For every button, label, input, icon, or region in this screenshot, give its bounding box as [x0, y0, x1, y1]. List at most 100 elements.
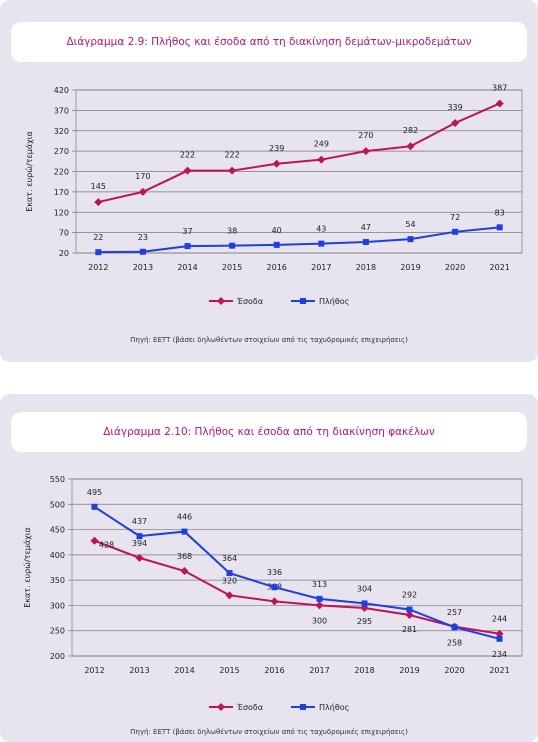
x-tick-label: 2014	[174, 666, 194, 675]
y-tick-label: 320	[54, 127, 69, 136]
chart-title-text: Διάγραμμα 2.10: Πλήθος και έσοδα από τη …	[103, 426, 435, 438]
data-label: 234	[492, 650, 507, 659]
y-tick-label: 200	[50, 652, 65, 661]
data-label: 320	[222, 576, 237, 585]
data-label: 446	[177, 513, 192, 522]
data-label: 40	[272, 226, 282, 235]
series-line-Έσοδα	[98, 102, 501, 204]
x-tick-label: 2017	[309, 666, 329, 675]
series-line-Πλήθος	[93, 505, 500, 640]
x-tick-label: 2015	[222, 263, 242, 272]
data-point-marker	[135, 553, 144, 562]
data-label: 222	[180, 151, 195, 160]
y-tick-label: 120	[54, 208, 69, 217]
data-label: 281	[402, 625, 417, 634]
legend-swatch-marker	[300, 704, 306, 710]
y-tick-label: 250	[50, 627, 65, 636]
data-label: 239	[269, 144, 284, 153]
data-point-marker	[95, 249, 102, 256]
data-point-marker	[90, 536, 99, 545]
x-tick-label: 2020	[445, 263, 465, 272]
data-label: 364	[222, 554, 237, 563]
data-point-marker	[139, 248, 146, 255]
chart-title-2-10: Διάγραμμα 2.10: Πλήθος και έσοδα από τη …	[11, 412, 527, 452]
y-tick-label: 350	[50, 576, 65, 585]
chart-title-text: Διάγραμμα 2.9: Πλήθος και έσοδα από τη δ…	[66, 36, 472, 48]
data-label: 145	[91, 182, 106, 191]
legend-label: Έσοδα	[236, 703, 263, 712]
data-point-marker	[91, 503, 98, 510]
data-point-marker	[184, 243, 191, 250]
data-point-marker	[183, 166, 192, 175]
data-point-marker	[138, 187, 147, 196]
y-tick-label: 420	[54, 86, 69, 95]
data-label: 257	[447, 608, 462, 617]
data-label: 72	[450, 213, 460, 222]
x-tick-label: 2020	[444, 666, 464, 675]
chart-title-2-9: Διάγραμμα 2.9: Πλήθος και έσοδα από τη δ…	[11, 22, 527, 62]
data-label: 282	[403, 126, 418, 135]
legend-label: Έσοδα	[236, 297, 263, 306]
y-tick-label: 370	[54, 106, 69, 115]
data-point-marker	[362, 238, 369, 245]
data-point-marker	[228, 166, 237, 175]
data-label: 23	[138, 233, 148, 242]
x-tick-label: 2016	[264, 666, 284, 675]
data-label: 54	[405, 220, 415, 229]
data-label: 244	[492, 615, 507, 624]
data-label: 249	[314, 140, 329, 149]
data-point-marker	[496, 224, 503, 231]
data-label: 300	[312, 616, 327, 625]
data-label: 222	[224, 151, 239, 160]
series-line-Πλήθος	[98, 226, 500, 254]
x-tick-label: 2012	[88, 263, 108, 272]
y-tick-label: 550	[50, 475, 65, 484]
x-tick-label: 2014	[177, 263, 197, 272]
data-point-marker	[452, 228, 459, 235]
legend-swatch-marker	[217, 297, 225, 305]
data-point-marker	[273, 241, 280, 248]
data-point-marker	[407, 236, 414, 243]
data-label: 83	[495, 208, 505, 217]
data-point-marker	[315, 601, 324, 610]
y-tick-label: 270	[54, 147, 69, 156]
data-label: 394	[132, 539, 147, 548]
y-tick-label: 300	[50, 601, 65, 610]
data-point-marker	[270, 597, 279, 606]
data-label: 292	[402, 590, 417, 599]
data-point-marker	[406, 142, 415, 151]
data-label: 387	[492, 83, 507, 92]
chart-panel-2-10: Διάγραμμα 2.10: Πλήθος και έσοδα από τη …	[0, 394, 538, 742]
y-axis-label: Εκατ. ευρώ/τεμάχια	[24, 131, 34, 211]
y-tick-label: 70	[59, 229, 69, 238]
data-point-marker	[361, 147, 370, 156]
y-tick-label: 500	[50, 500, 65, 509]
chart-panel-2-9: Διάγραμμα 2.9: Πλήθος και έσοδα από τη δ…	[0, 0, 538, 362]
data-point-marker	[361, 600, 368, 607]
data-point-marker	[318, 240, 325, 247]
y-tick-label: 170	[54, 188, 69, 197]
data-label: 336	[267, 568, 282, 577]
data-label: 258	[447, 639, 462, 648]
data-label: 47	[361, 223, 371, 232]
data-label: 304	[357, 584, 372, 593]
data-label: 368	[177, 552, 192, 561]
x-tick-label: 2013	[129, 666, 149, 675]
x-tick-label: 2019	[399, 666, 419, 675]
chart-source-2-9: Πηγή: ΕΕΤΤ (βάσει δηλωθέντων στοιχείων α…	[130, 336, 408, 344]
y-tick-label: 20	[59, 249, 69, 258]
data-label: 495	[87, 488, 102, 497]
data-label: 37	[182, 227, 192, 236]
legend-label: Πλήθος	[319, 297, 349, 306]
data-point-marker	[317, 155, 326, 164]
x-tick-label: 2016	[267, 263, 287, 272]
data-point-marker	[495, 99, 504, 108]
x-tick-label: 2018	[354, 666, 374, 675]
data-label: 43	[316, 225, 326, 234]
data-point-marker	[496, 635, 503, 642]
x-tick-label: 2012	[84, 666, 104, 675]
data-point-marker	[225, 591, 234, 600]
x-tick-label: 2018	[356, 263, 376, 272]
x-tick-label: 2013	[133, 263, 153, 272]
series-line-Έσοδα	[94, 539, 500, 635]
